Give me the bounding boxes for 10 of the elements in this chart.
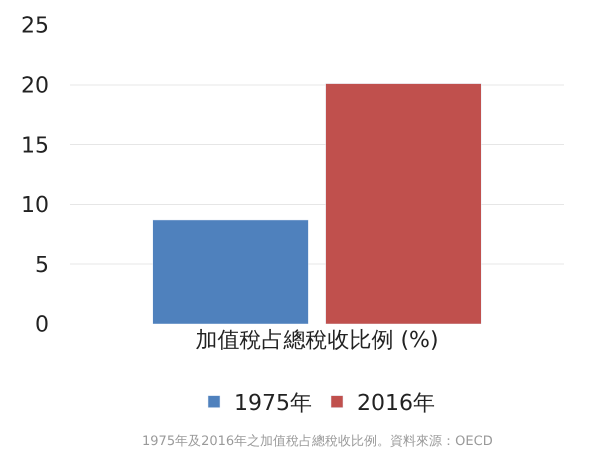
y-tick-label: 20: [21, 74, 49, 98]
y-tick-label: 15: [21, 133, 49, 158]
legend-label: 1975年: [234, 391, 312, 416]
legend-label: 2016年: [357, 391, 435, 416]
y-tick-label: 25: [21, 14, 49, 39]
y-tick-label: 5: [35, 252, 49, 278]
y-tick-label: 0: [35, 312, 49, 338]
text: 1975年及2016年之加值稅占總稅收比例。資料來源：OECD: [142, 434, 493, 449]
x-tick-label: 加值稅占總稅收比例 (%): [195, 328, 439, 353]
y-tick-label: 10: [21, 193, 49, 218]
